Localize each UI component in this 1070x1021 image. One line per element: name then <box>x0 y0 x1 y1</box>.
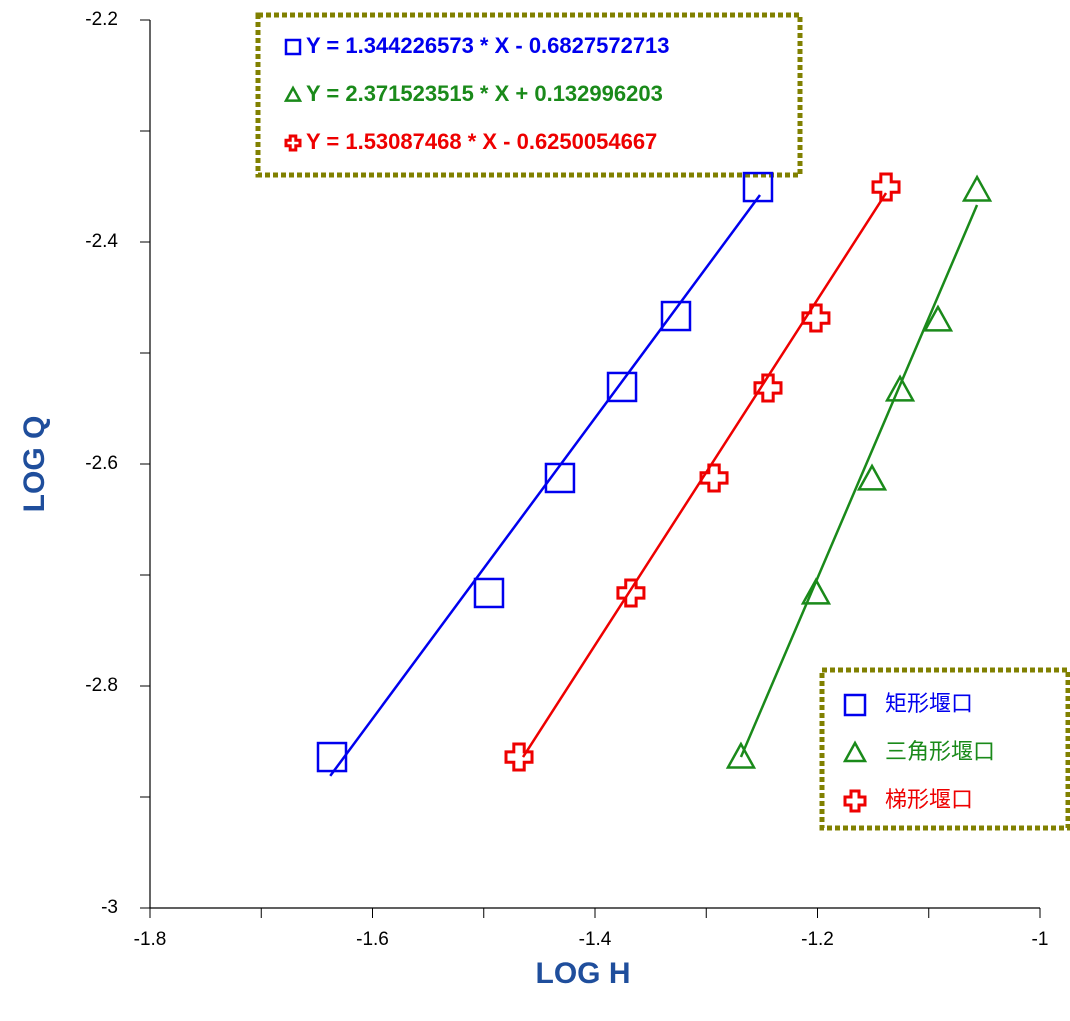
y-tick-label: -3 <box>101 897 118 918</box>
point <box>742 171 774 203</box>
point <box>544 462 576 494</box>
y-tick-label: -2.6 <box>85 453 118 474</box>
legend-label: 梯形堰口 <box>885 787 973 812</box>
y-tick-label: -2.8 <box>85 675 118 696</box>
fit-line <box>521 192 888 758</box>
x-tick-label: -1.4 <box>579 929 612 950</box>
x-tick-label: -1.2 <box>801 929 834 950</box>
point <box>884 374 916 402</box>
equation-box <box>255 12 803 178</box>
equation-marker <box>284 38 302 56</box>
point <box>961 174 993 202</box>
point <box>660 300 692 332</box>
point <box>616 578 646 608</box>
fit-line <box>739 204 979 758</box>
equation-marker <box>283 85 303 102</box>
legend-marker <box>843 789 867 813</box>
y-axis-label: LOG Q <box>18 416 51 513</box>
point <box>871 172 901 202</box>
point <box>473 577 505 609</box>
point <box>606 371 638 403</box>
x-tick-label: -1 <box>1032 929 1049 950</box>
legend-marker <box>843 693 867 717</box>
legend-label: 三角形堰口 <box>885 739 995 764</box>
y-tick-label: -2.2 <box>85 9 118 30</box>
point <box>753 373 783 403</box>
legend-marker <box>842 740 868 763</box>
x-tick-label: -1.8 <box>134 929 167 950</box>
point <box>800 577 832 605</box>
point <box>801 303 831 333</box>
equation: Y = 2.371523515 * X + 0.132996203 <box>306 81 663 106</box>
legend-box <box>819 667 1070 831</box>
point <box>699 463 729 493</box>
point <box>856 463 888 491</box>
equation: Y = 1.344226573 * X - 0.6827572713 <box>306 33 670 58</box>
point <box>725 741 757 769</box>
y-tick-label: -2.4 <box>85 231 118 252</box>
equation-marker <box>284 134 302 152</box>
x-axis-label: LOG H <box>536 957 631 990</box>
point <box>316 741 348 773</box>
equation: Y = 1.53087468 * X - 0.6250054667 <box>306 129 657 154</box>
x-tick-label: -1.6 <box>356 929 389 950</box>
point <box>504 742 534 772</box>
legend-label: 矩形堰口 <box>885 691 973 716</box>
point <box>922 304 954 332</box>
